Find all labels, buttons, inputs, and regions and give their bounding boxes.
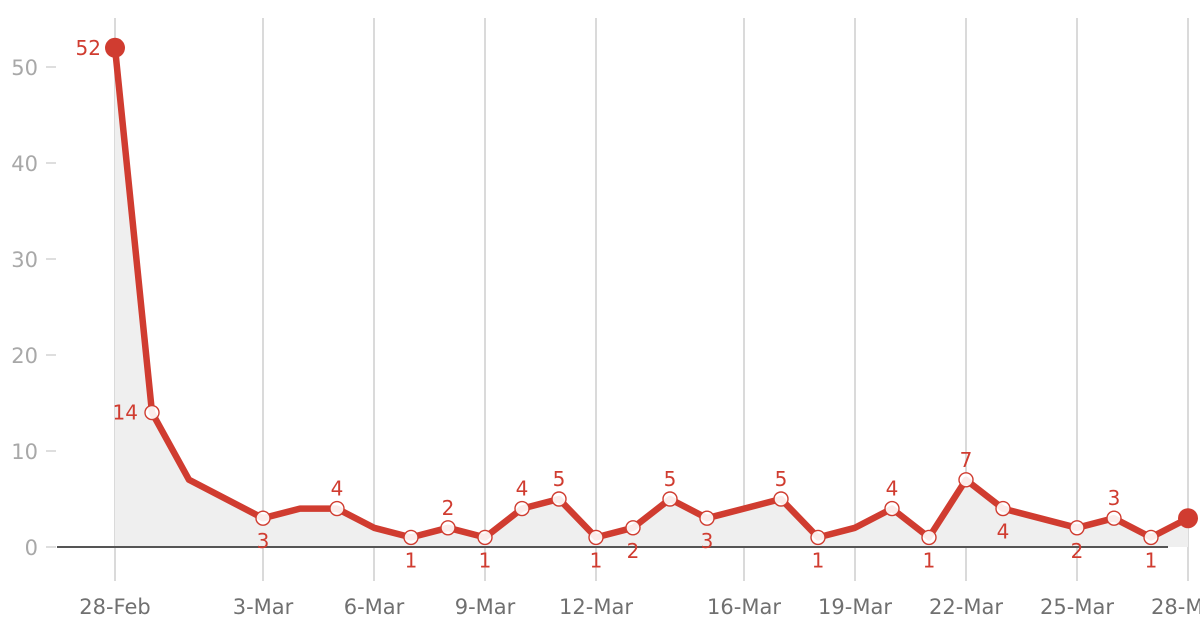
data-label: 4 (886, 477, 899, 501)
point-marker-filled (105, 37, 125, 58)
y-tick-label: 0 (25, 536, 38, 560)
data-label: 1 (405, 548, 418, 572)
x-tick-label: 28-Feb (79, 595, 150, 619)
x-tick-label: 19-Mar (818, 595, 892, 619)
data-label: 1 (590, 548, 603, 572)
point-marker-filled (1178, 508, 1198, 529)
series-polyline (111, 44, 1192, 541)
data-label: 2 (627, 539, 640, 563)
point-marker (662, 491, 678, 507)
data-label: 52 (76, 36, 101, 60)
point-marker (551, 491, 567, 507)
point-marker (625, 520, 641, 536)
x-tick-label: 28-Mar (1151, 595, 1200, 619)
y-tick-label: 20 (11, 344, 38, 368)
data-label: 1 (479, 548, 492, 572)
area-shape (115, 47, 1188, 548)
gridlines (114, 18, 1189, 581)
area-fill (115, 47, 1188, 548)
point-marker (884, 500, 900, 517)
y-tick-label: 10 (11, 440, 38, 464)
x-axis: 28-Feb 3-Mar 6-Mar 9-Mar 12-Mar 16-Mar 19-Mar 2… (79, 595, 1200, 619)
data-label: 14 (113, 401, 138, 425)
x-tick-label: 25-Mar (1040, 595, 1114, 619)
x-tick-label: 16-Mar (707, 595, 781, 619)
point-marker (1106, 510, 1122, 526)
y-tick-label: 50 (11, 56, 38, 80)
data-label: 2 (1071, 539, 1084, 563)
data-label: 1 (923, 548, 936, 572)
point-marker (144, 404, 160, 421)
data-label: 4 (997, 520, 1010, 544)
data-label: 1 (812, 548, 825, 572)
point-marker (329, 500, 345, 517)
point-marker (588, 529, 604, 546)
data-label: 1 (1145, 548, 1158, 572)
point-marker (921, 529, 937, 546)
data-label: 5 (664, 467, 677, 491)
point-marker (958, 472, 974, 488)
data-label: 7 (960, 448, 973, 472)
point-marker (403, 529, 419, 546)
data-label: 5 (553, 467, 566, 491)
point-markers (105, 37, 1198, 546)
data-label: 3 (1108, 486, 1121, 510)
point-marker (699, 510, 715, 526)
point-marker (514, 500, 530, 517)
x-tick-label: 3-Mar (233, 595, 294, 619)
data-label: 2 (442, 496, 455, 520)
data-labels: 5214341214512535141742313 (76, 36, 1158, 573)
point-marker (255, 510, 271, 526)
point-marker (440, 520, 456, 536)
data-label: 4 (516, 477, 529, 501)
x-tick-label: 6-Mar (344, 595, 405, 619)
data-label: 5 (775, 467, 788, 491)
data-label: 3 (701, 529, 714, 553)
point-marker (1143, 529, 1159, 546)
point-marker (477, 529, 493, 546)
point-marker (810, 529, 826, 546)
series-line (111, 44, 1192, 541)
point-marker (1069, 520, 1085, 536)
point-marker (773, 491, 789, 507)
x-tick-label: 9-Mar (455, 595, 516, 619)
data-label: 4 (331, 477, 344, 501)
x-tick-label: 12-Mar (559, 595, 633, 619)
y-tick-label: 40 (11, 152, 38, 176)
data-label: 3 (257, 529, 270, 553)
y-axis: 0 10 20 30 40 50 (11, 56, 56, 560)
y-tick-label: 30 (11, 248, 38, 272)
point-marker (995, 500, 1011, 517)
x-tick-label: 22-Mar (929, 595, 1003, 619)
